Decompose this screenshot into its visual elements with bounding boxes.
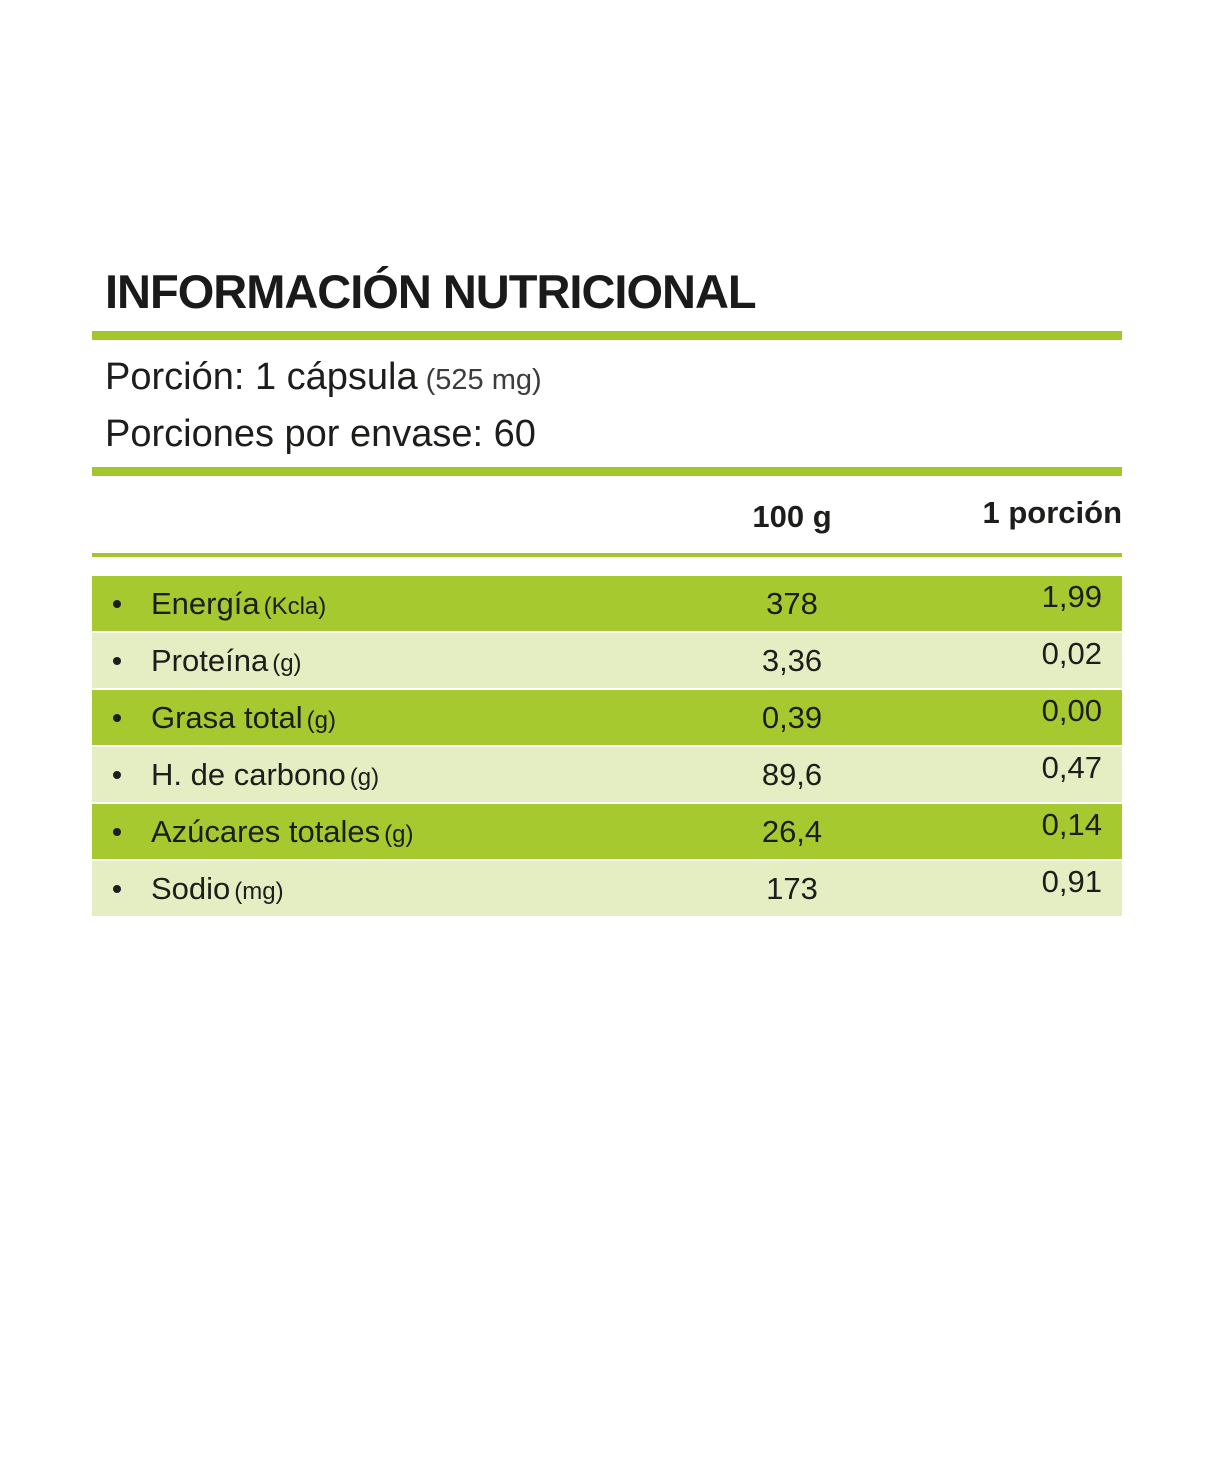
nutrient-unit: (g) xyxy=(272,649,302,677)
value-per-100g: 89,6 xyxy=(761,756,823,792)
value-per-porcion: 0,00 xyxy=(1041,692,1102,728)
value-per-100g: 26,4 xyxy=(761,813,823,849)
value-per-porcion: 0,47 xyxy=(1041,749,1102,785)
table-row-sodio: Sodio (mg) 173 0,91 xyxy=(92,861,1122,918)
table-row-proteina: Proteína (g) 3,36 0,02 xyxy=(92,633,1122,690)
value-per-100g: 378 xyxy=(766,585,818,621)
divider-under-header xyxy=(92,553,1122,557)
nutrient-name-text: Grasa total xyxy=(151,699,303,735)
nutrient-name: H. de carbono (g) xyxy=(151,757,692,793)
bullet-icon xyxy=(113,884,121,893)
column-header-porcion: 1 porción xyxy=(982,495,1122,530)
nutrient-name-text: Energía xyxy=(151,585,260,621)
page-title: INFORMACIÓN NUTRICIONAL xyxy=(105,265,757,318)
nutrient-name-text: Proteína xyxy=(151,642,269,678)
nutrient-name-text: Azúcares totales xyxy=(151,813,381,849)
table-header-row: 100 g 1 porción xyxy=(92,494,1122,540)
value-per-100g: 3,36 xyxy=(761,642,823,678)
divider-above-table xyxy=(92,467,1122,476)
value-per-porcion: 0,91 xyxy=(1041,863,1102,899)
nutrient-unit: (Kcla) xyxy=(263,592,327,620)
value-per-100g: 173 xyxy=(766,870,818,906)
nutrient-unit: (mg) xyxy=(234,877,284,905)
column-header-100g: 100 g xyxy=(752,499,832,534)
serving-size-label: Porción: 1 cápsula xyxy=(105,356,418,398)
value-per-100g: 0,39 xyxy=(761,699,823,735)
bullet-icon xyxy=(113,770,121,779)
nutrient-name: Grasa total (g) xyxy=(151,700,692,736)
nutrient-name-text: H. de carbono xyxy=(151,756,346,792)
serving-size-detail: (525 mg) xyxy=(425,364,542,396)
nutrient-unit: (g) xyxy=(306,706,336,734)
nutrient-name: Energía (Kcla) xyxy=(151,586,692,622)
nutrient-unit: (g) xyxy=(349,763,380,791)
bullet-icon xyxy=(113,827,121,836)
divider-under-title xyxy=(92,331,1122,340)
nutrient-name: Sodio (mg) xyxy=(151,871,692,907)
nutrient-unit: (g) xyxy=(384,820,414,848)
nutrition-label: INFORMACIÓN NUTRICIONAL Porción: 1 cápsu… xyxy=(92,268,1122,918)
bullet-icon xyxy=(113,656,121,665)
value-per-porcion: 0,02 xyxy=(1041,635,1102,671)
table-row-h-de-carbono: H. de carbono (g) 89,6 0,47 xyxy=(92,747,1122,804)
nutrient-name-text: Sodio xyxy=(151,870,231,906)
value-per-porcion: 1,99 xyxy=(1041,578,1102,614)
nutrient-name: Azúcares totales (g) xyxy=(151,814,692,850)
value-per-porcion: 0,14 xyxy=(1041,806,1102,842)
table-row-grasa-total: Grasa total (g) 0,39 0,00 xyxy=(92,690,1122,747)
nutrient-name: Proteína (g) xyxy=(151,643,692,679)
nutrient-table: Energía (Kcla) 378 1,99 Proteína (g) 3,36 … xyxy=(92,576,1122,918)
table-row-azucares-totales: Azúcares totales (g) 26,4 0,14 xyxy=(92,804,1122,861)
bullet-icon xyxy=(113,713,121,722)
servings-per-container: Porciones por envase: 60 xyxy=(105,413,536,455)
serving-size-line: Porción: 1 cápsula (525 mg) xyxy=(92,354,1122,403)
table-row-energia: Energía (Kcla) 378 1,99 xyxy=(92,576,1122,633)
bullet-icon xyxy=(113,599,121,608)
